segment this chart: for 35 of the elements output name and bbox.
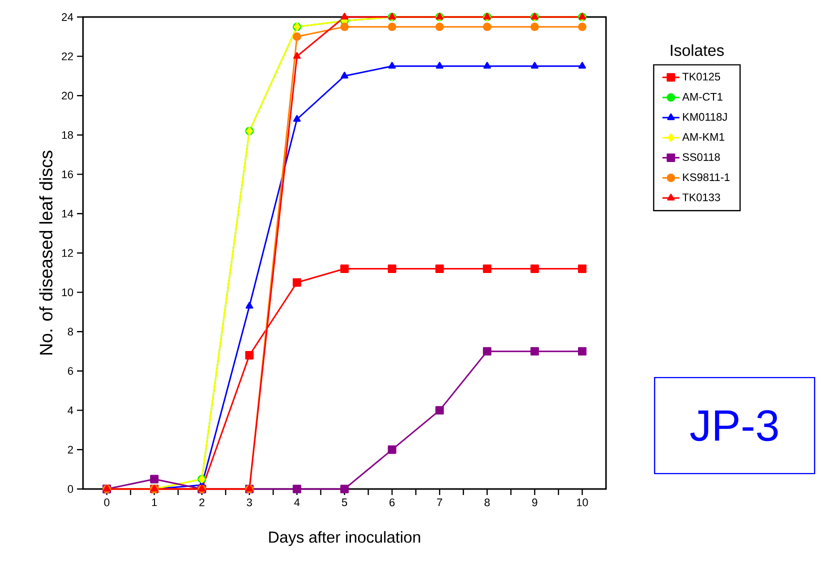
x-tick-label: 0 bbox=[104, 498, 110, 506]
x-tick-label: 9 bbox=[532, 498, 538, 506]
x-tick-label: 8 bbox=[484, 498, 490, 506]
y-tick-label: 24 bbox=[62, 13, 74, 21]
x-tick-label: 4 bbox=[294, 498, 300, 506]
x-tick-label: 7 bbox=[437, 498, 442, 506]
x-tick-label: 2 bbox=[199, 498, 204, 506]
y-tick-label: 4 bbox=[68, 406, 74, 414]
legend-title: Isolates bbox=[670, 44, 724, 56]
y-tick-label: 2 bbox=[68, 446, 73, 454]
y-axis-title: No. of diseased leaf discs bbox=[39, 150, 52, 355]
y-tick-label: 22 bbox=[62, 52, 73, 60]
legend-label: AM-KM1 bbox=[682, 133, 724, 141]
y-tick-label: 20 bbox=[62, 92, 74, 100]
x-tick-label: 6 bbox=[390, 498, 395, 506]
x-axis-title: Days after inoculation bbox=[269, 531, 420, 546]
y-tick-label: 12 bbox=[62, 249, 73, 257]
y-tick-label: 0 bbox=[68, 485, 74, 493]
y-tick-label: 6 bbox=[68, 367, 74, 375]
legend-label: SS0118 bbox=[682, 153, 720, 161]
legend-label: AM-CT1 bbox=[682, 92, 722, 101]
legend-label: TK0133 bbox=[682, 193, 720, 202]
x-tick-label: 3 bbox=[246, 498, 252, 506]
legend-label: KM0118J bbox=[683, 113, 727, 121]
legend-label: TK0125 bbox=[682, 72, 720, 81]
y-tick-label: 18 bbox=[62, 131, 73, 139]
y-tick-label: 10 bbox=[62, 288, 74, 296]
legend-label: KS9811-1 bbox=[683, 173, 730, 182]
y-tick-label: 8 bbox=[68, 328, 74, 336]
y-tick-label: 16 bbox=[62, 170, 73, 178]
x-tick-label: 5 bbox=[342, 498, 348, 506]
x-tick-label: 1 bbox=[152, 498, 157, 506]
y-tick-label: 14 bbox=[62, 210, 74, 218]
text: JP-3 bbox=[690, 410, 778, 442]
x-tick-label: 10 bbox=[576, 498, 588, 506]
